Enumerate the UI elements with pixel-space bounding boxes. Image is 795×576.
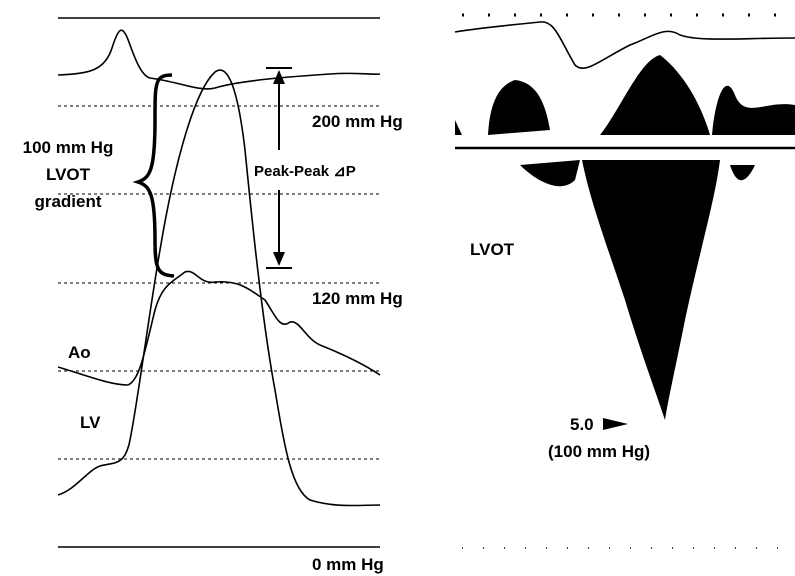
scale-label: 0 mm Hg (312, 555, 384, 574)
scale-label: 120 mm Hg (312, 289, 403, 308)
region-label: LVOT (470, 240, 515, 259)
ecg-trace (58, 30, 380, 89)
doppler-upper (455, 55, 795, 135)
gradient-label: LVOT (46, 165, 91, 184)
scale-label: 200 mm Hg (312, 112, 403, 131)
arrow-head (273, 252, 285, 266)
figure: 100 mm Hg LVOT gradient Peak-Peak ⊿P 200… (0, 0, 795, 576)
pressure-panel: 100 mm Hg LVOT gradient Peak-Peak ⊿P 200… (23, 18, 403, 574)
gradient-label: 100 mm Hg (23, 138, 114, 157)
doppler-lvot (520, 160, 755, 420)
curve-label: LV (80, 413, 101, 432)
peak-label: Peak-Peak ⊿P (254, 163, 356, 180)
brace (138, 75, 174, 276)
curve-label: Ao (68, 343, 91, 362)
velocity-label: 5.0 (570, 415, 594, 434)
gradient-label: gradient (34, 192, 101, 211)
doppler-panel: LVOT 5.0 (100 mm Hg) (455, 15, 795, 548)
lv-trace (58, 70, 380, 506)
pressure-label: (100 mm Hg) (548, 442, 650, 461)
pointer (603, 418, 628, 430)
ecg-trace (455, 22, 795, 68)
